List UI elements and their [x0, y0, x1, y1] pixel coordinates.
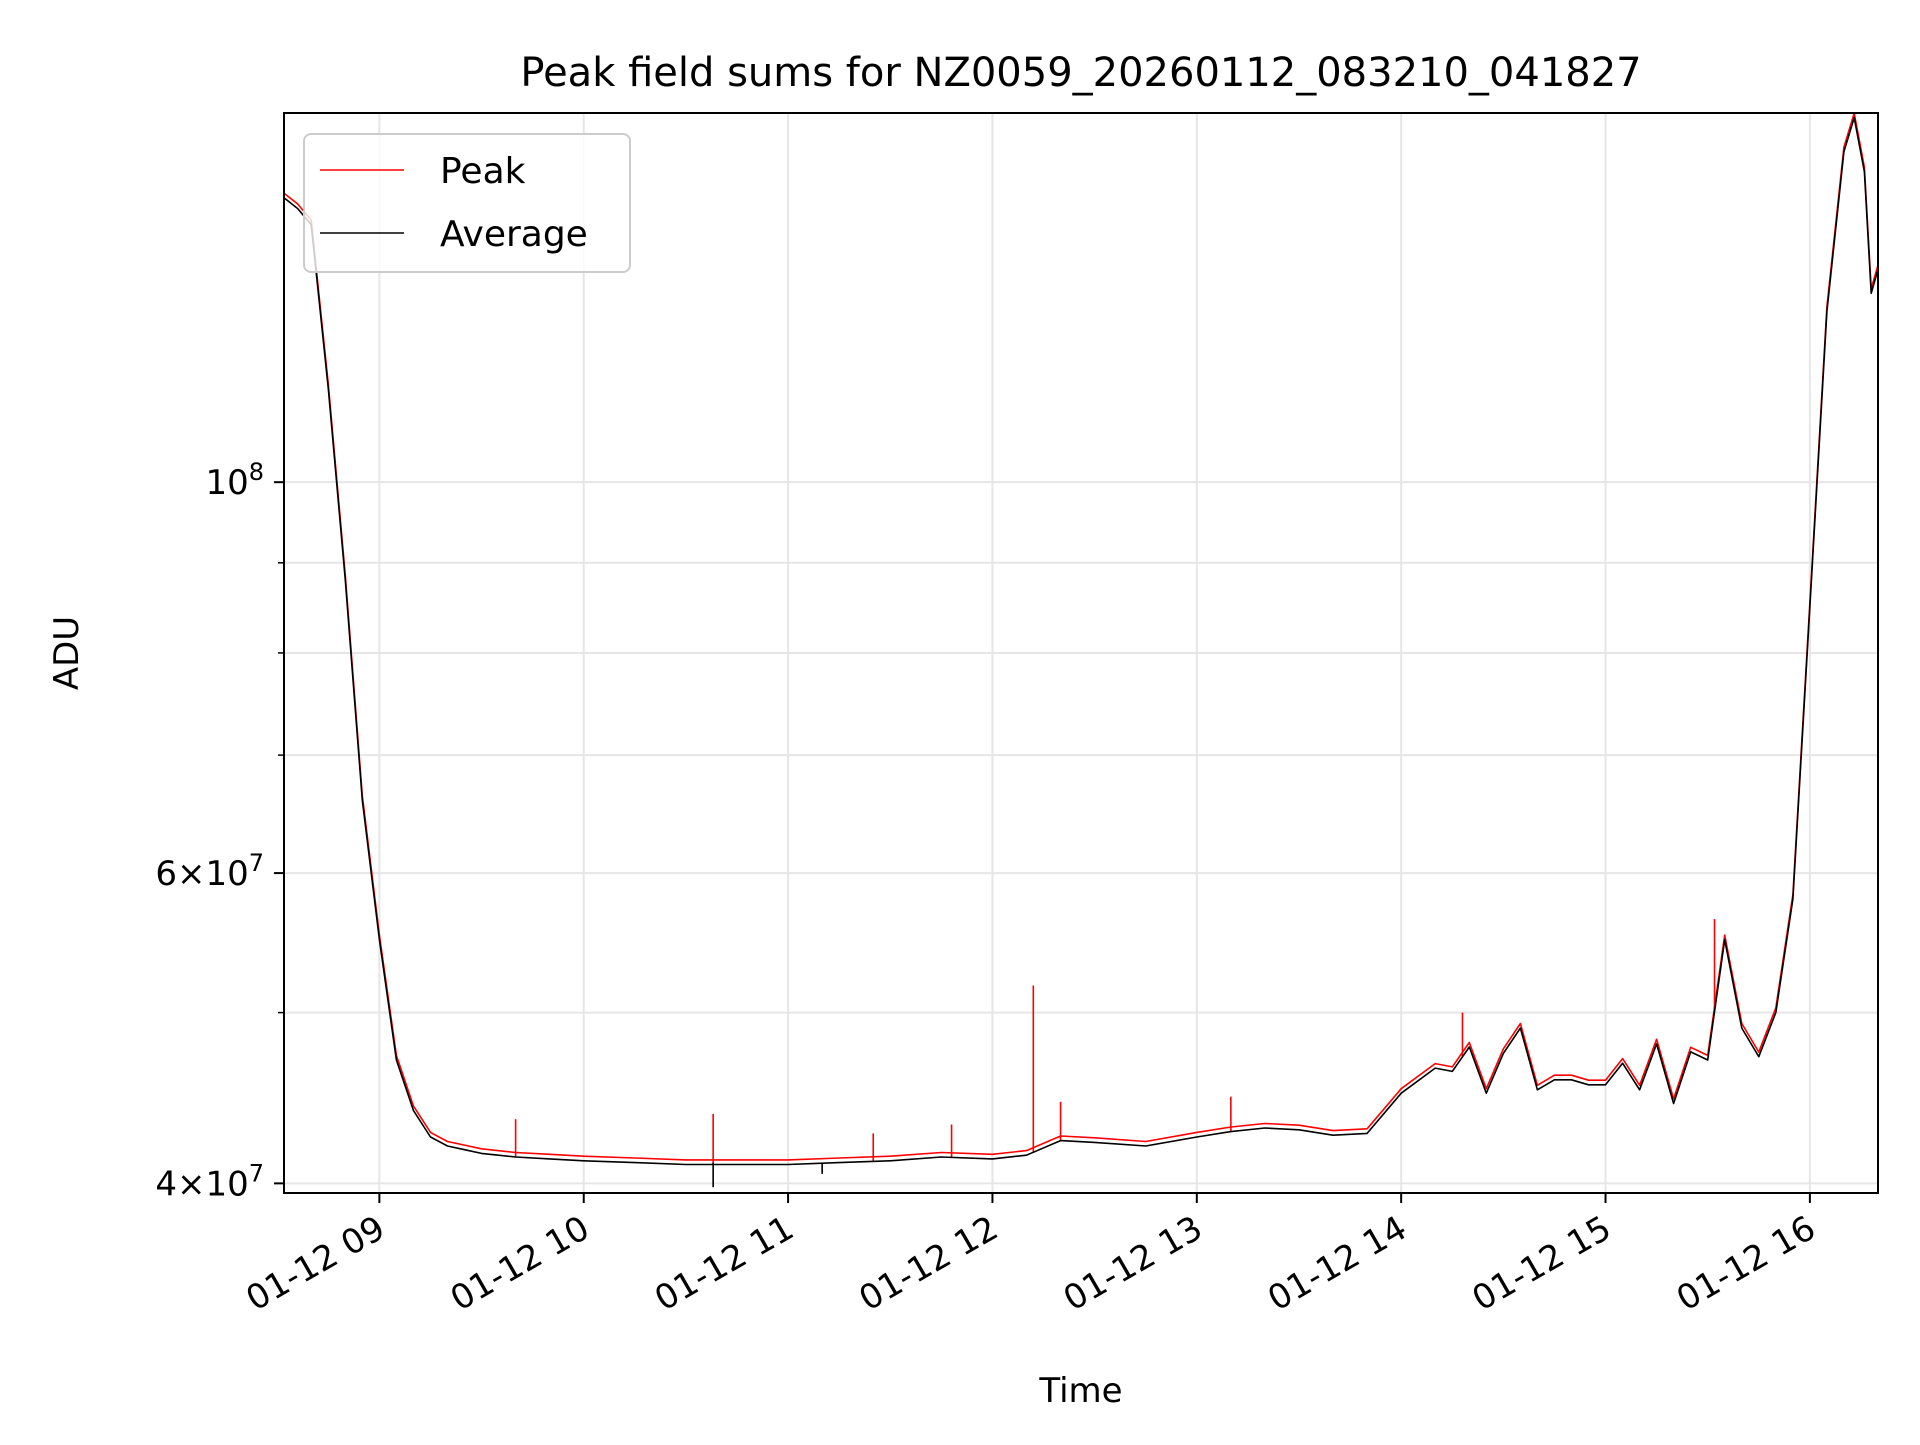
grid-lines: [284, 113, 1878, 1193]
y-tick-label: 6×107: [155, 849, 264, 894]
chart-title: Peak field sums for NZ0059_20260112_0832…: [520, 50, 1641, 96]
y-tick-label: 108: [205, 458, 264, 503]
legend-box: [303, 133, 631, 273]
legend-label-peak: Peak: [440, 151, 526, 192]
y-axis-label: ADU: [47, 616, 87, 690]
legend: Peak Average: [303, 133, 631, 273]
series-line-average: [283, 116, 1879, 1166]
series-layer: [283, 112, 1879, 1188]
series-line-peak: [283, 112, 1879, 1161]
legend-label-average: Average: [440, 214, 588, 255]
x-axis-label: Time: [1038, 1371, 1122, 1411]
y-tick-label: 4×107: [155, 1159, 264, 1204]
